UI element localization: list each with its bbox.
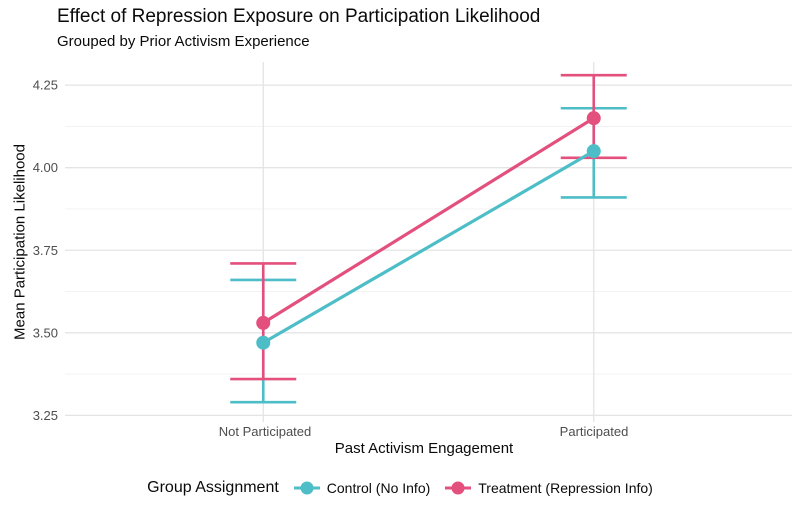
x-axis-title: Past Activism Engagement — [334, 440, 514, 457]
treatment-key-icon — [445, 481, 472, 495]
legend-item-treatment: Treatment (Repression Info) — [444, 480, 653, 496]
data-point — [256, 315, 271, 330]
y-tick-label: 3.50 — [33, 325, 58, 340]
y-tick-label: 4.00 — [33, 160, 58, 175]
legend-label-treatment: Treatment (Repression Info) — [478, 480, 653, 496]
legend-label-control: Control (No Info) — [326, 480, 431, 496]
legend-title: Group Assignment — [147, 479, 279, 496]
y-tick-label: 3.75 — [33, 243, 58, 258]
data-point — [256, 335, 271, 350]
x-tick-label-participated: Participated — [559, 424, 629, 439]
y-tick-label: 4.25 — [33, 78, 58, 93]
chart-title: Effect of Repression Exposure on Partici… — [57, 6, 541, 27]
series-line — [262, 116, 595, 325]
control-key-icon — [293, 481, 320, 495]
legend-item-control: Control (No Info) — [293, 480, 430, 496]
y-tick-label: 3.25 — [33, 408, 58, 423]
data-point — [586, 144, 601, 159]
series-line — [262, 149, 595, 345]
x-tick-label-not-participated: Not Participated — [218, 424, 312, 439]
data-point — [586, 111, 601, 126]
y-axis-title: Mean Participation Likelihood — [11, 144, 29, 340]
legend: Group Assignment Control (No Info) Treat… — [0, 479, 800, 497]
chart-subtitle: Grouped by Prior Activism Experience — [57, 33, 310, 50]
